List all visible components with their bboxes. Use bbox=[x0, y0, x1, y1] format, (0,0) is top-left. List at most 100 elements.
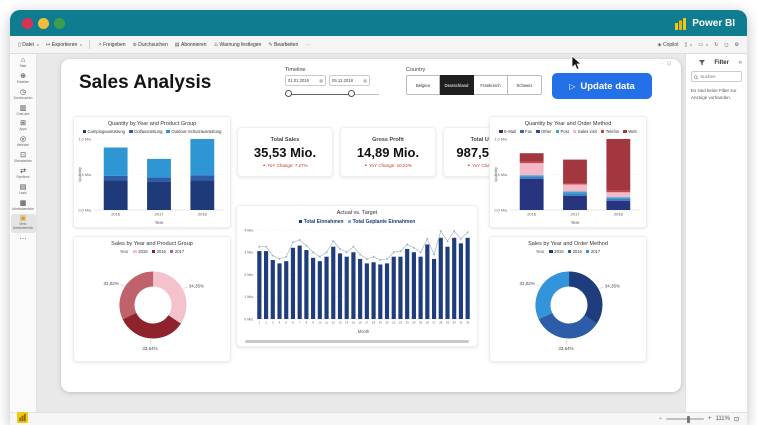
legend-swatch bbox=[567, 249, 572, 254]
close-button[interactable] bbox=[22, 17, 33, 29]
country-button-schweiz[interactable]: Schweiz bbox=[508, 75, 542, 95]
legend-label: 2016 bbox=[572, 249, 582, 254]
qty_year_order-plot: 0,0 Mio. 0,5 Mio. 1,0 Mio. Quantity Year 2016… bbox=[493, 137, 640, 225]
sidebar-item-metrics[interactable]: ◎ Metriken bbox=[11, 135, 36, 150]
chart-actual-vs-target[interactable]: Actual vs. Target Total Einnahmen Total Ge… bbox=[236, 205, 478, 347]
legend-swatch bbox=[166, 129, 170, 134]
toolbar-view-menu[interactable]: ▭ ∨ bbox=[698, 42, 708, 48]
pipeline-icon: ⇄ bbox=[20, 167, 26, 175]
legend-item: Sales visit bbox=[572, 129, 597, 134]
svg-text:10: 10 bbox=[318, 320, 322, 324]
timeline-range-slider[interactable] bbox=[285, 89, 379, 99]
minimize-button[interactable] bbox=[38, 17, 49, 29]
svg-text:2016: 2016 bbox=[527, 212, 537, 217]
filter-search-box[interactable] bbox=[691, 71, 742, 82]
chart-horizontal-scrollbar[interactable] bbox=[245, 340, 469, 343]
toolbar-copilot-button[interactable]: ◈ Copilot bbox=[658, 42, 679, 48]
sidebar-item-home[interactable]: ⌂ Start bbox=[11, 56, 36, 71]
focus-mode-icon[interactable]: ⊡ bbox=[666, 61, 673, 67]
chevron-down-icon: ∨ bbox=[79, 42, 83, 47]
sidebar-item-label: Mein Arbeitsbereich bbox=[12, 222, 34, 231]
sidebar-item-apps[interactable]: ⊞ Apps bbox=[11, 119, 36, 134]
sidebar-item-onelake[interactable]: ▥ OneLake bbox=[11, 104, 36, 119]
sidebar-more-icon[interactable]: ⋯ bbox=[19, 236, 27, 244]
zoom-out-icon[interactable]: − bbox=[658, 416, 662, 422]
zoom-in-icon[interactable]: + bbox=[707, 416, 712, 422]
maximize-button[interactable] bbox=[54, 17, 65, 29]
svg-text:0,5 Mio.: 0,5 Mio. bbox=[78, 173, 92, 177]
toolbar-settings-button[interactable]: ⚙ bbox=[735, 42, 739, 48]
toolbar-copilot-button-label: Copilot bbox=[662, 41, 679, 48]
sidebar-item-my-workspace[interactable]: ▣ Mein Arbeitsbereich bbox=[10, 214, 36, 234]
legend-label: Post bbox=[560, 129, 569, 134]
kpi-value: 35,53 Mio. bbox=[253, 145, 317, 160]
country-button-frankreich[interactable]: Frankreich bbox=[474, 75, 508, 95]
sidebar-item-browse[interactable]: ◷ Durchsuchen bbox=[11, 88, 36, 103]
legend-swatch bbox=[585, 249, 590, 254]
chart-title: Quantity by Year and Product Group bbox=[107, 121, 197, 127]
svg-text:Quantity: Quantity bbox=[493, 167, 498, 182]
chart-legend: Year 2018 2016 2017 bbox=[74, 249, 230, 254]
update-data-button[interactable]: ▷ Update data bbox=[552, 73, 652, 99]
sidebar-item-monitor[interactable]: ⊡ Überwachen bbox=[11, 151, 36, 166]
toolbar-file-menu[interactable]: ▯ Datei ∨ bbox=[18, 42, 39, 48]
legend-label: Campingausrüstung bbox=[87, 129, 126, 134]
update-data-label: Update data bbox=[580, 80, 635, 92]
kpi-card-0[interactable]: Total Sales 35,53 Mio. ▲ YoY Change: 7,27% bbox=[237, 127, 333, 177]
chart-sales-by-year-and-product-group[interactable]: Sales by Year and Product Group Year 2018 2… bbox=[73, 236, 231, 362]
kpi-value: 14,89 Mio. bbox=[356, 145, 420, 160]
svg-text:6: 6 bbox=[292, 320, 294, 324]
zoom-level: 111% bbox=[715, 416, 730, 422]
toolbar-edit-button[interactable]: ✎ Bearbeiten bbox=[268, 42, 298, 48]
toolbar-export-menu[interactable]: ↦ Exportieren ∨ bbox=[46, 42, 82, 48]
chart-quantity-by-year-and-product-group[interactable]: Quantity by Year and Product Group Campin… bbox=[73, 116, 231, 228]
chart-sales-by-year-and-order-method[interactable]: Sales by Year and Order Method Year 2018 20… bbox=[489, 236, 647, 362]
visual-header-icons[interactable]: ⋯⊡ bbox=[660, 61, 673, 67]
kpi-card-1[interactable]: Gross Profit 14,89 Mio. ▲ YoY Change: 10,22… bbox=[340, 127, 436, 177]
toolbar-refresh-button[interactable]: ↻ bbox=[714, 42, 718, 48]
toolbar-comments-button[interactable]: ◻ bbox=[724, 42, 728, 48]
timeline-dates: 01.01.2016 ▦ 05.12.2018 ▦ bbox=[285, 75, 385, 86]
filter-funnel-icon bbox=[698, 60, 705, 66]
chart-quantity-by-year-and-order-method[interactable]: Quantity by Year and Order Method E-Mail F… bbox=[489, 116, 647, 228]
start-date-field[interactable]: 01.01.2016 ▦ bbox=[285, 75, 326, 86]
country-button-deutschland[interactable]: Deutschland bbox=[440, 75, 474, 95]
country-button-belgien[interactable]: Belgien bbox=[406, 75, 440, 95]
slider-handle-end[interactable] bbox=[348, 90, 355, 97]
legend-item: 2018 bbox=[549, 249, 564, 254]
toolbar-more-options[interactable]: ⋯ bbox=[305, 42, 310, 48]
sidebar-item-create[interactable]: ⊕ Erstellen bbox=[11, 72, 36, 87]
sidebar-item-learn[interactable]: ▤ Learn bbox=[11, 183, 36, 198]
copilot-button-icon: ◈ bbox=[657, 41, 662, 48]
toolbar-set-alert-button[interactable]: ⚠ Warnung festlegen bbox=[214, 42, 262, 48]
qty_year_product-plot: 0,0 Mio. 0,5 Mio. 1,0 Mio. Quantity Year 2016… bbox=[77, 137, 224, 225]
legend-item: Golfausrüstung bbox=[129, 129, 162, 134]
zoom-slider[interactable] bbox=[665, 415, 704, 423]
filter-panel-title: Filter bbox=[714, 59, 729, 66]
filter-search-input[interactable] bbox=[700, 74, 739, 79]
toolbar-subscribe-button[interactable]: ▤ Abonnieren bbox=[175, 42, 207, 48]
svg-text:Quantity: Quantity bbox=[77, 167, 82, 182]
collapse-panel-icon[interactable]: » bbox=[738, 59, 742, 66]
slider-handle-start[interactable] bbox=[285, 90, 292, 97]
kpi-delta: ▲ YoY Change: 10,22% bbox=[364, 163, 412, 168]
sidebar-item-label: OneLake bbox=[16, 111, 30, 116]
metrics-icon: ◎ bbox=[19, 136, 27, 144]
set-alert-button-icon: ⚠ bbox=[213, 41, 219, 48]
zoom-slider-thumb[interactable] bbox=[686, 415, 690, 423]
end-date-field[interactable]: 05.12.2018 ▦ bbox=[329, 75, 370, 86]
clock-icon: ◷ bbox=[19, 88, 27, 96]
toolbar-explore-button[interactable]: ⊚ Durchsuchen bbox=[133, 42, 168, 48]
fit-to-page-icon[interactable]: ⊡ bbox=[733, 416, 739, 423]
svg-text:4 Mio.: 4 Mio. bbox=[244, 228, 254, 232]
svg-text:1,0 Mio.: 1,0 Mio. bbox=[494, 137, 508, 141]
power-bi-taskbar-icon[interactable] bbox=[17, 411, 28, 423]
more-options-icon[interactable]: ⋯ bbox=[659, 61, 667, 67]
svg-text:Year: Year bbox=[571, 220, 580, 225]
legend-item: Telefon bbox=[600, 129, 619, 134]
toolbar-mobile-layout-button[interactable]: ▯ ∨ bbox=[685, 42, 693, 48]
sidebar-item-pipelines[interactable]: ⇄ Pipelines bbox=[11, 167, 36, 182]
toolbar-share-button[interactable]: ↗ Freigeben bbox=[97, 42, 125, 48]
kpi-delta-text: YoY Change: 10,22% bbox=[369, 162, 412, 168]
sidebar-item-workspaces[interactable]: ▦ Arbeitsbereiche bbox=[11, 199, 36, 214]
